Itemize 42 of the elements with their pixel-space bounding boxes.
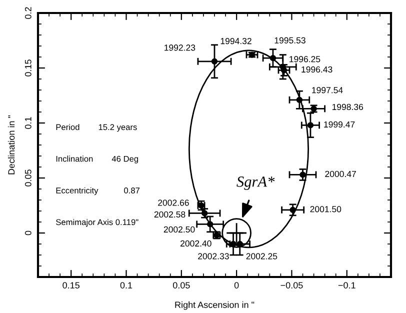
x-axis-title: Right Ascension in " xyxy=(175,301,254,310)
annotation: 2002.58 xyxy=(154,211,186,218)
annotation: Eccentricity 0.87 xyxy=(56,187,140,196)
point xyxy=(296,96,303,103)
annotation: 1999.47 xyxy=(324,121,355,128)
annotation: 1998.36 xyxy=(332,104,364,110)
point xyxy=(307,122,314,128)
annotation: 1994.32 xyxy=(220,38,252,44)
y-tick-label: 0.1 xyxy=(24,117,32,129)
annotation: SgrA* xyxy=(236,176,275,190)
x-tick-label: 0.05 xyxy=(172,282,190,288)
annotation: 2002.40 xyxy=(180,240,212,247)
point xyxy=(270,55,276,62)
point xyxy=(206,221,214,228)
annotation: 2001.50 xyxy=(310,206,342,212)
annotation: 1996.43 xyxy=(302,66,332,73)
point xyxy=(236,240,243,248)
annotation: 1996.25 xyxy=(290,56,320,62)
y-tick-label: 0.15 xyxy=(24,60,32,76)
y-tick-label: 0.05 xyxy=(24,170,32,186)
y-tick-label: 0 xyxy=(24,230,32,236)
annotation: 2002.33 xyxy=(198,253,229,260)
annotation: 2000.47 xyxy=(325,170,356,178)
annotation: 2002.50 xyxy=(164,226,195,233)
point xyxy=(211,58,218,64)
annotation: 1995.53 xyxy=(274,37,306,44)
annotation: Inclination 46 Deg xyxy=(56,156,138,164)
point xyxy=(290,206,296,213)
y-axis-title: Declination in " xyxy=(8,115,15,174)
x-tick-label: −0.05 xyxy=(280,282,303,288)
x-tick-label: 0.1 xyxy=(120,282,132,288)
point xyxy=(300,172,306,178)
annotation: 1997.54 xyxy=(312,87,343,94)
x-tick-label: 0.15 xyxy=(62,282,80,288)
annotation: 1992.23 xyxy=(164,44,196,51)
annotation: 2002.25 xyxy=(246,253,278,260)
x-tick-label: −0.1 xyxy=(338,282,356,288)
annotation: Semimajor Axis 0.119" xyxy=(56,218,138,227)
y-tick-label: 0.2 xyxy=(24,7,32,19)
annotation: Period 15.2 years xyxy=(56,124,137,132)
annotation: 2002.66 xyxy=(158,200,189,206)
x-tick-label: 0 xyxy=(234,282,239,288)
